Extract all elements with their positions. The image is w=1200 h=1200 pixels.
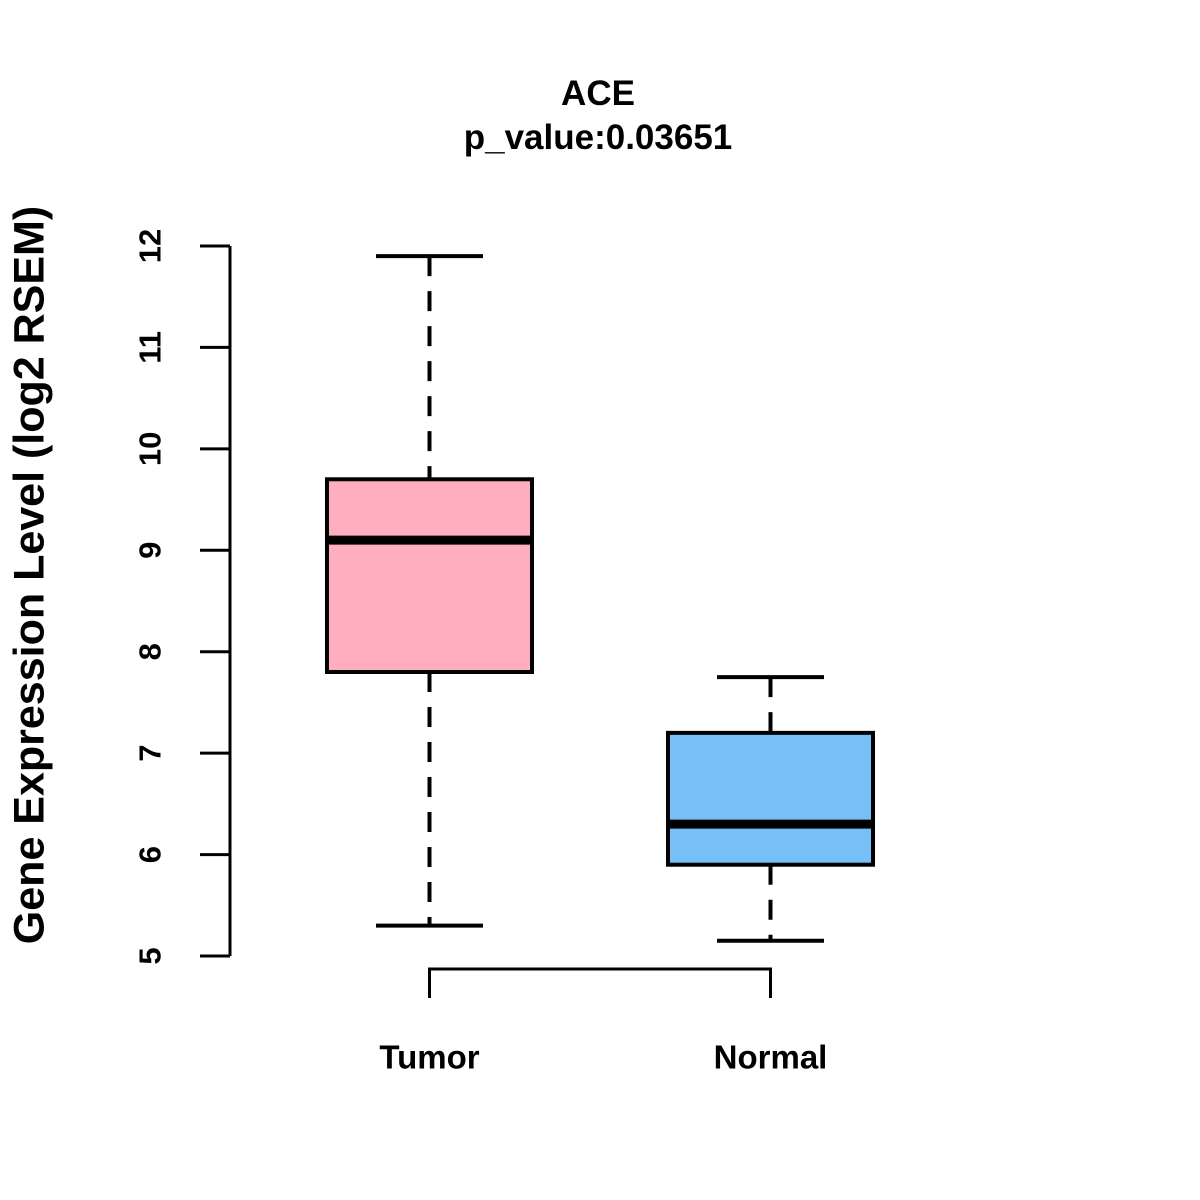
normal-box bbox=[666, 730, 875, 867]
chart-title: ACE bbox=[561, 74, 635, 113]
y-tick-label: 10 bbox=[133, 432, 168, 466]
y-tick-label: 11 bbox=[133, 331, 168, 364]
title-block: ACE p_value:0.03651 bbox=[0, 72, 1196, 160]
y-tick-label: 6 bbox=[133, 846, 168, 863]
x-group-label-normal: Normal bbox=[714, 1039, 828, 1076]
x-group-label-tumor: Tumor bbox=[379, 1039, 479, 1076]
y-tick-label: 7 bbox=[133, 745, 168, 762]
chart-subtitle: p_value:0.03651 bbox=[463, 117, 733, 157]
tumor-box bbox=[325, 477, 534, 674]
y-tick-label: 5 bbox=[133, 947, 168, 964]
y-tick-label: 9 bbox=[133, 542, 168, 559]
x-axis-bracket bbox=[428, 967, 772, 998]
y-tick-label: 8 bbox=[133, 643, 168, 660]
y-tick-label: 12 bbox=[133, 229, 168, 263]
